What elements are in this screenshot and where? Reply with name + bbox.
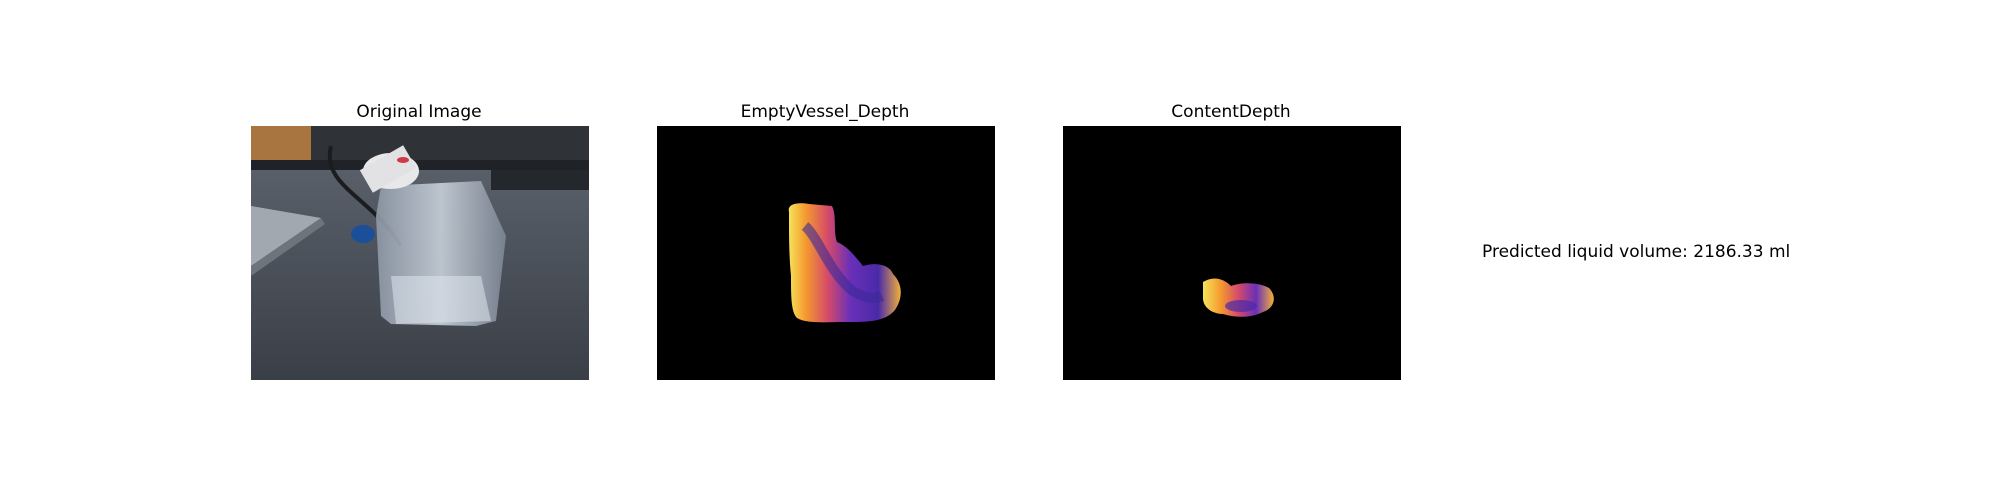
original-image-drawing [251,126,589,380]
emptyvessel-depth-map [657,126,995,380]
emptyvessel-depth-drawing [788,203,901,323]
contentdepth-drawing [1203,278,1274,317]
original-image [251,126,589,380]
panel-title-original-image: Original Image [356,102,482,122]
panel-title-contentdepth: ContentDepth [1171,102,1291,122]
predicted-volume-text: Predicted liquid volume: 2186.33 ml [1482,242,1791,262]
panel-title-emptyvessel-depth: EmptyVessel_Depth [740,102,910,122]
contentdepth-map [1063,126,1401,380]
